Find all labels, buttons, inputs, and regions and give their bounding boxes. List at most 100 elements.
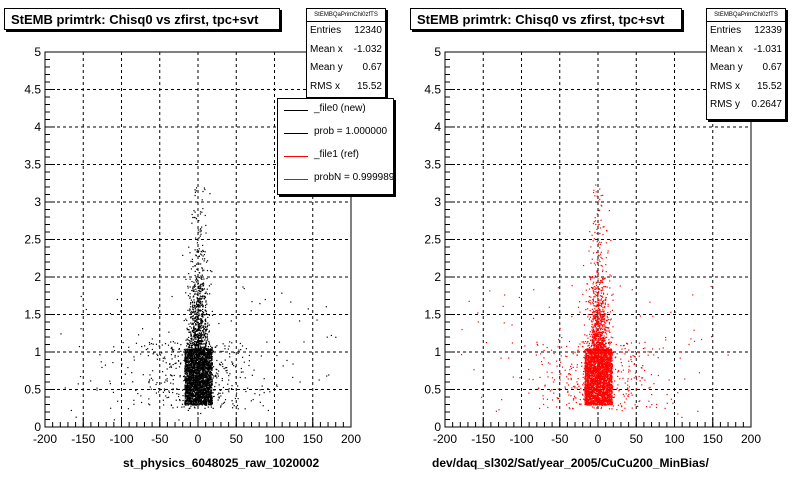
data-point xyxy=(198,312,200,314)
data-point xyxy=(212,407,214,409)
data-point xyxy=(196,328,199,331)
data-point xyxy=(206,293,209,295)
data-point xyxy=(198,353,200,355)
data-point xyxy=(183,359,185,362)
data-point xyxy=(193,394,195,396)
data-point xyxy=(191,353,194,355)
data-point xyxy=(197,344,199,346)
data-point xyxy=(192,288,194,290)
data-point xyxy=(213,375,215,377)
data-point xyxy=(185,318,187,320)
data-point xyxy=(204,366,207,368)
data-point xyxy=(199,382,201,384)
data-point xyxy=(222,350,224,353)
data-point xyxy=(211,397,213,399)
data-point xyxy=(166,380,168,382)
data-point xyxy=(204,404,206,406)
data-point xyxy=(187,285,189,287)
data-point xyxy=(186,338,188,340)
data-point xyxy=(594,372,597,374)
data-point xyxy=(192,296,194,298)
data-point xyxy=(210,389,213,391)
data-point xyxy=(190,332,192,334)
data-point xyxy=(604,395,606,397)
data-point xyxy=(194,333,196,335)
data-point xyxy=(201,346,203,348)
data-point xyxy=(203,392,206,395)
data-point xyxy=(193,368,195,370)
data-point xyxy=(241,345,244,347)
data-point xyxy=(168,391,171,394)
data-point xyxy=(208,382,210,384)
data-point xyxy=(192,329,194,331)
data-point xyxy=(186,379,188,381)
data-point xyxy=(237,385,239,387)
data-point xyxy=(230,387,233,390)
data-point xyxy=(215,372,218,374)
data-point xyxy=(198,352,200,354)
data-point xyxy=(187,354,189,356)
data-point xyxy=(200,333,203,335)
data-point xyxy=(189,331,191,333)
data-point xyxy=(192,368,194,370)
data-point xyxy=(189,382,192,384)
data-point xyxy=(603,374,605,376)
data-point xyxy=(207,382,209,384)
data-point xyxy=(148,341,151,344)
data-point xyxy=(187,369,190,372)
data-point xyxy=(187,389,189,391)
data-point xyxy=(216,377,218,379)
data-point xyxy=(234,397,237,400)
data-point xyxy=(201,284,203,286)
data-point xyxy=(198,356,201,358)
data-point xyxy=(209,348,211,351)
data-point xyxy=(261,385,263,387)
data-point xyxy=(196,359,199,361)
data-point xyxy=(148,398,150,400)
data-point xyxy=(611,382,613,384)
data-point xyxy=(202,308,204,311)
data-point xyxy=(196,381,198,384)
data-point xyxy=(193,329,195,331)
data-point xyxy=(201,267,203,269)
data-point xyxy=(209,393,211,395)
data-point xyxy=(148,403,150,405)
data-point xyxy=(223,401,226,403)
data-point xyxy=(197,345,200,347)
data-point xyxy=(171,348,174,350)
data-point xyxy=(189,297,191,299)
data-point xyxy=(195,347,197,349)
data-point xyxy=(193,325,195,327)
data-point xyxy=(189,402,192,405)
data-point xyxy=(177,360,180,362)
data-point xyxy=(587,359,589,361)
x-tick-label: 0 xyxy=(195,432,202,446)
data-point xyxy=(200,373,202,376)
data-point xyxy=(210,353,212,355)
data-point xyxy=(209,398,212,400)
data-point xyxy=(60,333,62,335)
data-point xyxy=(187,343,190,345)
data-point xyxy=(192,377,194,379)
data-point xyxy=(194,369,196,372)
data-point xyxy=(194,385,196,387)
data-point xyxy=(196,319,198,321)
data-point xyxy=(158,345,160,347)
data-point xyxy=(603,399,605,401)
data-point xyxy=(203,393,206,396)
data-point xyxy=(184,351,187,354)
data-point xyxy=(228,379,230,381)
data-point xyxy=(199,371,201,373)
data-point xyxy=(202,386,204,388)
data-point xyxy=(194,265,196,267)
data-point xyxy=(203,361,205,363)
data-point xyxy=(196,378,198,380)
data-point xyxy=(201,362,203,364)
data-point xyxy=(199,300,201,302)
data-point xyxy=(192,377,194,380)
data-point xyxy=(194,363,196,365)
data-point xyxy=(611,387,613,389)
data-point xyxy=(206,388,208,390)
data-point xyxy=(168,331,170,333)
data-point xyxy=(200,327,202,329)
